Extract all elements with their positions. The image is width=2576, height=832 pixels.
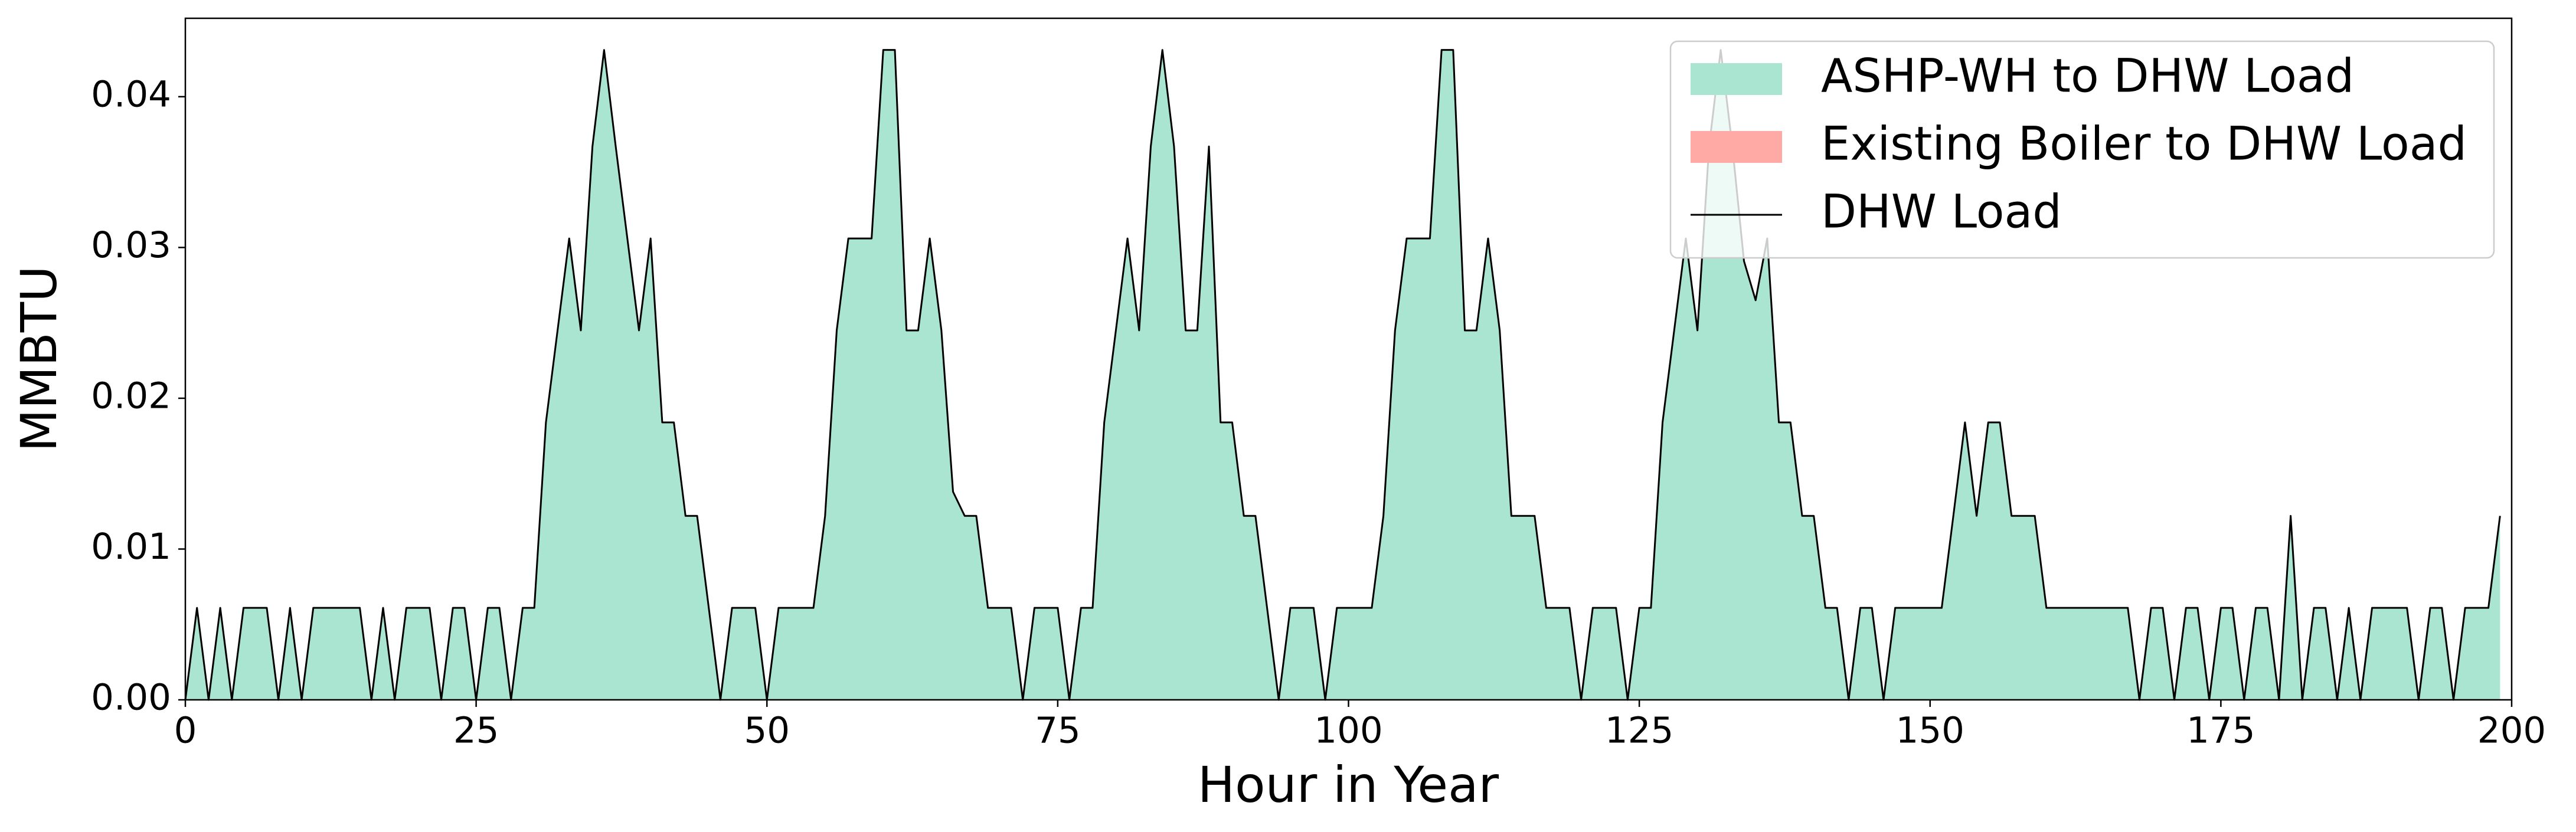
y-tick-label: 0.02 [91,375,171,417]
legend-box [1669,40,2495,259]
x-tick-label: 75 [1035,710,1081,752]
y-axis-label: MMBTU [10,266,68,451]
area [185,50,2500,700]
y-tick-label: 0.01 [91,526,171,568]
x-tick-label: 150 [1896,710,1964,752]
x-tick-label: 125 [1605,710,1673,752]
y-tick-label: 0.00 [91,677,171,719]
x-tick-label: 25 [453,710,499,752]
x-axis-label: Hour in Year [1198,756,1499,814]
line [184,49,2501,701]
legend-swatch [1691,63,1782,95]
legend-label: Existing Boiler to DHW Load [1821,117,2467,171]
x-tick-label: 200 [2477,710,2546,752]
x-tick-label: 50 [744,710,790,752]
x-tick-label: 0 [174,710,197,752]
legend-label: ASHP-WH to DHW Load [1821,50,2354,103]
y-tick-label: 0.03 [91,224,171,266]
legend-label: DHW Load [1821,185,2062,238]
legend-swatch [1691,131,1782,163]
legend: ASHP-WH to DHW Load Existing Boiler to DH… [1669,40,2495,259]
x-tick-label: 100 [1314,710,1382,752]
y-tick-label: 0.04 [91,73,171,115]
x-tick-label: 175 [2186,710,2255,752]
